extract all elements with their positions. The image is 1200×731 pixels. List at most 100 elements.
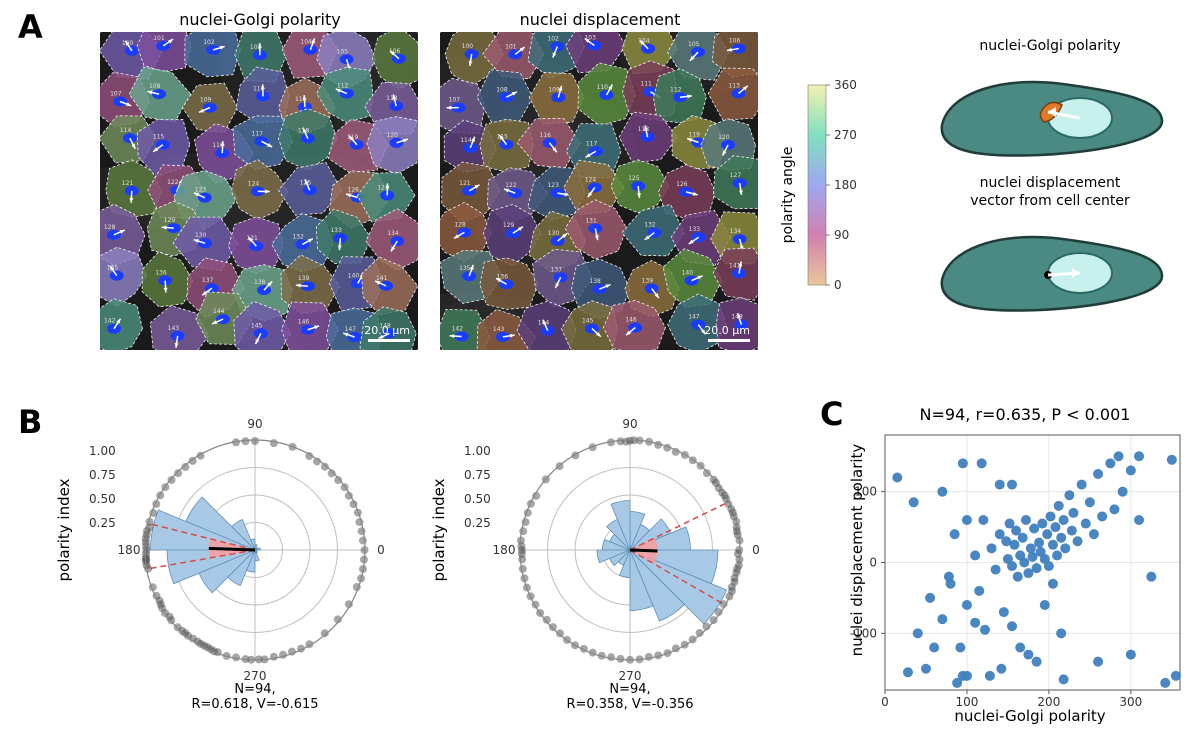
svg-text:106: 106	[389, 48, 401, 55]
scatter-svg: 0100200300-1000100	[830, 420, 1190, 720]
svg-text:132: 132	[644, 222, 656, 229]
micrograph-right-svg: 1001011021031041051061071081091101111121…	[440, 32, 758, 350]
svg-text:122: 122	[167, 179, 179, 186]
colorbar-svg: 090180270360	[790, 80, 880, 290]
svg-text:100: 100	[462, 43, 474, 50]
scalebar-text-left: 20.0 µm	[364, 324, 410, 337]
svg-text:0.50: 0.50	[89, 492, 116, 506]
polarity-colorbar: 090180270360	[790, 80, 880, 290]
svg-text:90: 90	[834, 228, 849, 242]
svg-text:90: 90	[622, 417, 637, 431]
svg-text:133: 133	[330, 227, 342, 234]
svg-text:101: 101	[505, 43, 517, 50]
svg-text:105: 105	[337, 48, 349, 55]
svg-text:119: 119	[347, 134, 359, 141]
svg-text:117: 117	[586, 140, 598, 147]
svg-text:110: 110	[596, 84, 608, 91]
svg-text:126: 126	[676, 181, 688, 188]
svg-text:138: 138	[589, 278, 601, 285]
svg-text:116: 116	[540, 132, 552, 139]
svg-text:180: 180	[834, 178, 857, 192]
svg-text:141: 141	[729, 262, 741, 269]
svg-text:136: 136	[155, 270, 167, 277]
polar-right-caption-stats: R=0.358, V=-0.356	[490, 697, 770, 712]
cell-diagram-bottom	[930, 215, 1170, 320]
svg-text:111: 111	[295, 96, 307, 103]
micrograph-right: 1001011021031041051061071081091101111121…	[440, 32, 758, 350]
svg-text:114: 114	[120, 127, 132, 134]
svg-text:1.00: 1.00	[89, 444, 116, 458]
svg-text:127: 127	[730, 172, 742, 179]
svg-text:142: 142	[104, 318, 116, 325]
svg-text:146: 146	[625, 317, 637, 324]
svg-text:144: 144	[538, 320, 550, 327]
polar-plot-left: 0.250.500.751.00090180270	[85, 400, 415, 680]
svg-text:129: 129	[503, 222, 515, 229]
svg-text:103: 103	[250, 44, 262, 51]
svg-text:0: 0	[377, 543, 385, 557]
svg-text:107: 107	[110, 90, 122, 97]
svg-text:108: 108	[149, 83, 161, 90]
svg-text:125: 125	[300, 179, 312, 186]
svg-text:148: 148	[731, 314, 743, 321]
svg-text:112: 112	[670, 86, 682, 93]
cell-diagram-bottom-svg	[930, 215, 1170, 320]
svg-text:107: 107	[449, 97, 461, 104]
svg-text:101: 101	[153, 35, 165, 42]
scalebar-text-right: 20.0 µm	[704, 324, 750, 337]
micro-title-right: nuclei displacement	[440, 10, 760, 29]
svg-text:142: 142	[452, 325, 464, 332]
svg-text:127: 127	[377, 184, 389, 191]
scatter-xlabel: nuclei-Golgi polarity	[900, 707, 1160, 725]
svg-text:111: 111	[640, 81, 652, 88]
svg-text:143: 143	[168, 325, 180, 332]
svg-text:100: 100	[122, 40, 134, 47]
svg-text:123: 123	[195, 187, 207, 194]
svg-text:180: 180	[118, 543, 141, 557]
svg-text:114: 114	[460, 137, 472, 144]
svg-text:121: 121	[122, 180, 134, 187]
svg-text:140: 140	[682, 270, 694, 277]
svg-text:132: 132	[292, 233, 304, 240]
svg-text:108: 108	[496, 86, 508, 93]
svg-text:133: 133	[689, 226, 701, 233]
svg-text:131: 131	[585, 217, 597, 224]
svg-text:137: 137	[202, 277, 214, 284]
panel-b-label: B	[18, 403, 42, 441]
diagram-title-top: nuclei-Golgi polarity	[930, 38, 1170, 54]
micrograph-left: 1001011021031041051061071081091101111121…	[100, 32, 418, 350]
diagram-title-bottom-l2: vector from cell center	[970, 193, 1129, 209]
svg-text:105: 105	[688, 41, 700, 48]
svg-text:135: 135	[459, 265, 471, 272]
svg-text:147: 147	[688, 314, 700, 321]
svg-text:0.75: 0.75	[89, 468, 116, 482]
colorbar-label: polarity angle	[780, 95, 796, 295]
svg-text:137: 137	[551, 266, 563, 273]
micro-title-left: nuclei-Golgi polarity	[100, 10, 420, 29]
svg-text:104: 104	[300, 39, 312, 46]
svg-text:270: 270	[619, 669, 642, 680]
polar-right-svg: 0.250.500.751.00090180270	[460, 400, 790, 680]
svg-text:139: 139	[642, 278, 654, 285]
svg-text:106: 106	[729, 38, 741, 45]
svg-text:126: 126	[348, 186, 360, 193]
panel-a-label: A	[18, 8, 43, 46]
svg-text:136: 136	[497, 273, 509, 280]
svg-text:0: 0	[834, 278, 842, 290]
svg-text:90: 90	[247, 417, 262, 431]
svg-text:0.25: 0.25	[89, 516, 116, 530]
svg-text:125: 125	[628, 175, 640, 182]
svg-text:119: 119	[689, 131, 701, 138]
polar-left-svg: 0.250.500.751.00090180270	[85, 400, 415, 680]
svg-text:0.50: 0.50	[464, 492, 491, 506]
polar-plot-right: 0.250.500.751.00090180270	[460, 400, 790, 680]
svg-text:102: 102	[203, 39, 215, 46]
polar-left-ylabel: polarity index	[55, 420, 73, 640]
polar-right-ylabel: polarity index	[430, 420, 448, 640]
svg-text:109: 109	[200, 97, 212, 104]
svg-text:120: 120	[718, 134, 730, 141]
svg-text:128: 128	[104, 224, 116, 231]
svg-text:116: 116	[212, 142, 224, 149]
svg-text:145: 145	[582, 318, 594, 325]
svg-text:130: 130	[548, 230, 560, 237]
